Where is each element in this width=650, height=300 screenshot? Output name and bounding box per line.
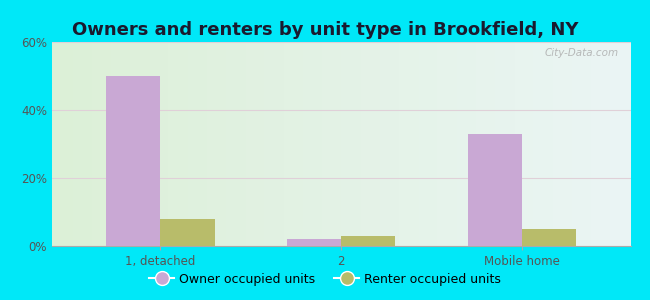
Text: Owners and renters by unit type in Brookfield, NY: Owners and renters by unit type in Brook…	[72, 21, 578, 39]
Text: City-Data.com: City-Data.com	[545, 48, 619, 58]
Bar	[522, 229, 577, 246]
Bar	[106, 76, 161, 246]
Bar	[468, 134, 522, 246]
Legend: Owner occupied units, Renter occupied units: Owner occupied units, Renter occupied un…	[144, 268, 506, 291]
Bar	[341, 236, 395, 246]
Bar	[287, 239, 341, 246]
Bar	[161, 219, 215, 246]
